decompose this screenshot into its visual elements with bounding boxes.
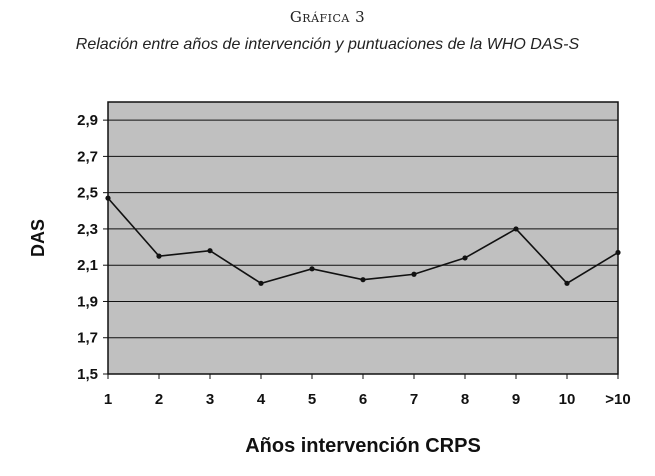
y-tick-label: 2,7 — [77, 148, 98, 165]
y-tick-label: 2,3 — [77, 221, 98, 238]
data-point — [462, 255, 468, 261]
y-tick-label: 1,5 — [77, 366, 98, 383]
x-tick-label: 9 — [512, 391, 520, 408]
y-axis-label: DAS — [28, 219, 48, 257]
data-point — [564, 280, 570, 286]
x-tick-labels: 1 2 3 4 5 6 7 8 9 10 >10 — [104, 374, 631, 408]
x-tick-label: 8 — [461, 391, 469, 408]
x-tick-label: >10 — [605, 391, 630, 408]
gridlines — [103, 119, 618, 375]
data-point — [258, 280, 264, 286]
y-tick-label: 2,9 — [77, 112, 98, 129]
y-tick-label: 2,1 — [77, 257, 98, 274]
data-point — [360, 277, 366, 283]
x-tick-label: 5 — [308, 391, 316, 408]
chart-subtitle: Relación entre años de intervención y pu… — [75, 36, 580, 53]
x-tick-label: 7 — [410, 391, 418, 408]
x-tick-label: 1 — [104, 391, 112, 408]
data-point — [156, 253, 162, 259]
chart-heading: Gráfica 3 — [289, 8, 366, 26]
data-point — [207, 248, 213, 254]
data-point — [411, 271, 417, 277]
data-point — [615, 249, 621, 256]
y-tick-label: 1,9 — [77, 293, 98, 310]
data-point — [309, 266, 315, 272]
x-tick-label: 6 — [359, 391, 367, 408]
y-tick-label: 1,7 — [77, 330, 98, 347]
plot-area — [107, 101, 619, 375]
y-tick-label: 2,5 — [77, 185, 98, 202]
x-tick-label: 2 — [155, 391, 163, 408]
x-tick-label: 10 — [559, 391, 576, 408]
x-tick-label: 3 — [206, 391, 214, 408]
y-tick-labels: 1,5 1,7 1,9 2,1 2,3 2,5 2,7 2,9 — [77, 112, 98, 383]
data-points — [105, 195, 621, 286]
x-axis-label: Años intervención CRPS — [245, 435, 481, 457]
data-point — [513, 226, 519, 232]
data-point — [105, 195, 111, 201]
x-tick-label: 4 — [257, 391, 266, 408]
